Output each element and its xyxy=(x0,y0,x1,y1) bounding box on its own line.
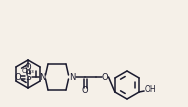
Text: O: O xyxy=(102,73,108,82)
Text: CH₃: CH₃ xyxy=(22,68,34,74)
Text: OH: OH xyxy=(144,85,156,94)
Text: O: O xyxy=(25,63,31,73)
Text: O: O xyxy=(15,73,21,82)
Text: S: S xyxy=(25,73,31,82)
Text: N: N xyxy=(39,73,45,82)
Text: O: O xyxy=(82,86,88,95)
Text: N: N xyxy=(69,73,75,82)
